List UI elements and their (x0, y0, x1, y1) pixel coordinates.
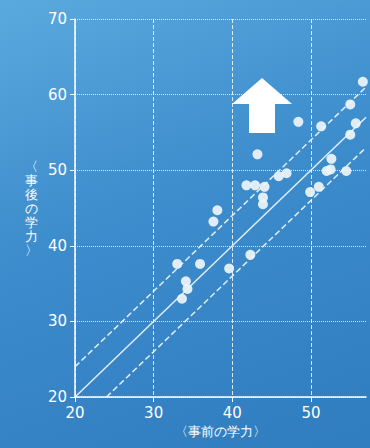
svg-text:30: 30 (48, 312, 67, 330)
svg-text:40: 40 (48, 237, 67, 255)
svg-text:〈: 〈 (25, 159, 38, 174)
svg-text:30: 30 (144, 404, 163, 422)
svg-text:50: 50 (48, 161, 67, 179)
svg-text:学: 学 (25, 215, 38, 230)
svg-text:70: 70 (48, 10, 67, 28)
svg-text:力: 力 (25, 229, 38, 244)
svg-text:20: 20 (65, 404, 84, 422)
svg-text:事: 事 (25, 173, 38, 188)
svg-text:〉: 〉 (25, 243, 38, 258)
svg-text:後: 後 (25, 187, 38, 202)
svg-text:40: 40 (223, 404, 242, 422)
svg-text:60: 60 (48, 86, 67, 104)
svg-text:50: 50 (301, 404, 320, 422)
svg-text:の: の (25, 201, 38, 216)
svg-text:〈事前の学力〉: 〈事前の学力〉 (175, 424, 266, 439)
svg-text:20: 20 (48, 388, 67, 406)
